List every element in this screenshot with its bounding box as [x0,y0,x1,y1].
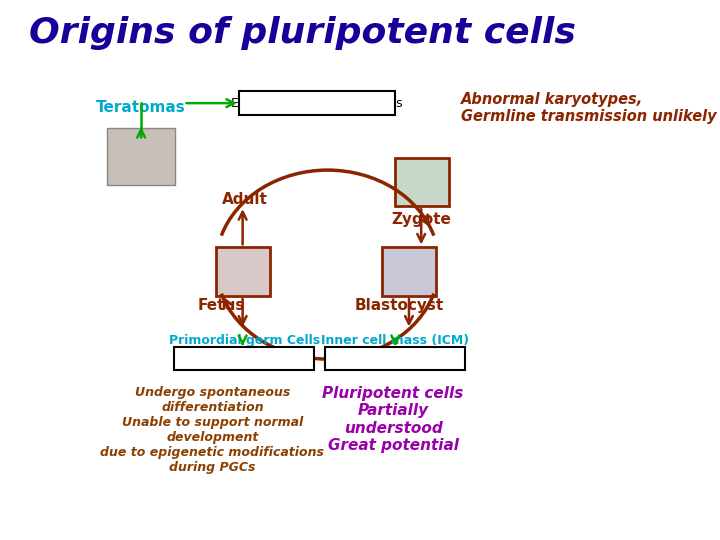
Text: Inner cell mass (ICM): Inner cell mass (ICM) [321,334,469,347]
Text: Fetus: Fetus [198,298,246,313]
FancyBboxPatch shape [239,91,395,115]
Text: Origins of pluripotent cells: Origins of pluripotent cells [29,16,576,50]
FancyBboxPatch shape [325,347,465,370]
Text: Blastocyst: Blastocyst [355,298,444,313]
Text: Abnormal karyotypes,
Germline transmission unlikely: Abnormal karyotypes, Germline transmissi… [461,92,716,124]
Text: Embryonic Stem Cells: Embryonic Stem Cells [327,352,464,365]
Text: Zygote: Zygote [391,212,451,227]
Bar [107,128,175,185]
Bar [382,247,436,296]
Bar [216,247,270,296]
Text: Adult: Adult [222,192,268,207]
Text: Undergo spontaneous
differentiation
Unable to support normal
development
due to : Undergo spontaneous differentiation Unab… [100,386,325,474]
Text: Embryonic Germ Cells: Embryonic Germ Cells [175,352,313,365]
FancyBboxPatch shape [174,347,314,370]
Text: Embryonic Carcinoma Cells: Embryonic Carcinoma Cells [231,97,402,110]
Text: Teratomas: Teratomas [96,100,186,116]
Text: Primordial germ Cells: Primordial germ Cells [169,334,320,347]
Bar [395,158,449,206]
Text: Pluripotent cells
Partially
understood
Great potential: Pluripotent cells Partially understood G… [323,386,464,453]
